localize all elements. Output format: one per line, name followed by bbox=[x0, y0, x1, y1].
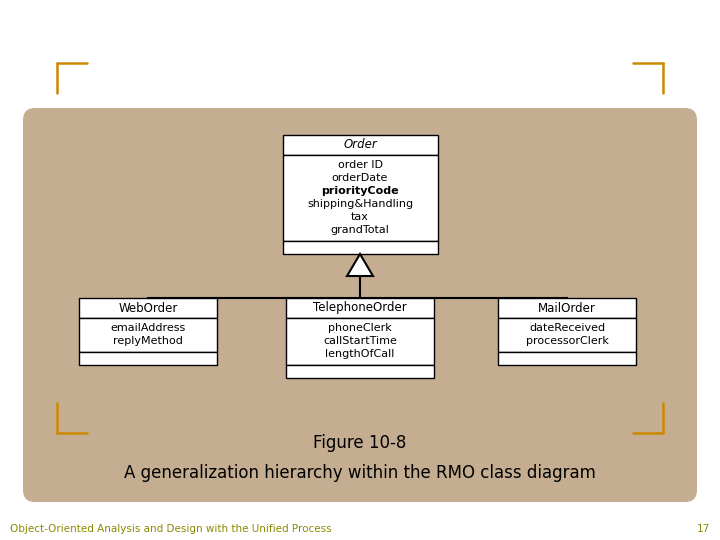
Text: replyMethod: replyMethod bbox=[113, 336, 183, 346]
Bar bbox=[498, 352, 636, 365]
Bar bbox=[286, 318, 434, 365]
Text: Object-Oriented Analysis and Design with the Unified Process: Object-Oriented Analysis and Design with… bbox=[10, 524, 332, 534]
Text: orderDate: orderDate bbox=[332, 173, 388, 183]
Text: phoneClerk: phoneClerk bbox=[328, 323, 392, 333]
Bar bbox=[498, 318, 636, 352]
Bar bbox=[282, 155, 438, 241]
Text: 17: 17 bbox=[697, 524, 710, 534]
Text: shipping&Handling: shipping&Handling bbox=[307, 199, 413, 209]
Text: MailOrder: MailOrder bbox=[538, 301, 596, 314]
Text: dateReceived: dateReceived bbox=[529, 323, 605, 333]
Text: lengthOfCall: lengthOfCall bbox=[325, 349, 395, 359]
Bar bbox=[79, 352, 217, 365]
Text: priorityCode: priorityCode bbox=[321, 186, 399, 196]
Text: A generalization hierarchy within the RMO class diagram: A generalization hierarchy within the RM… bbox=[124, 464, 596, 482]
Text: grandTotal: grandTotal bbox=[330, 225, 390, 235]
Text: TelephoneOrder: TelephoneOrder bbox=[313, 301, 407, 314]
Text: WebOrder: WebOrder bbox=[118, 301, 178, 314]
Text: processorClerk: processorClerk bbox=[526, 336, 608, 346]
Bar bbox=[79, 298, 217, 318]
Bar bbox=[282, 135, 438, 155]
Text: Order: Order bbox=[343, 138, 377, 152]
Text: order ID: order ID bbox=[338, 160, 382, 170]
Text: tax: tax bbox=[351, 212, 369, 222]
Bar bbox=[79, 318, 217, 352]
Bar bbox=[498, 298, 636, 318]
Text: emailAddress: emailAddress bbox=[110, 323, 186, 333]
Bar bbox=[282, 241, 438, 254]
Text: callStartTime: callStartTime bbox=[323, 336, 397, 346]
Bar bbox=[286, 365, 434, 378]
Text: Figure 10-8: Figure 10-8 bbox=[313, 434, 407, 452]
Polygon shape bbox=[347, 254, 373, 276]
Bar bbox=[286, 298, 434, 318]
FancyBboxPatch shape bbox=[23, 108, 697, 502]
